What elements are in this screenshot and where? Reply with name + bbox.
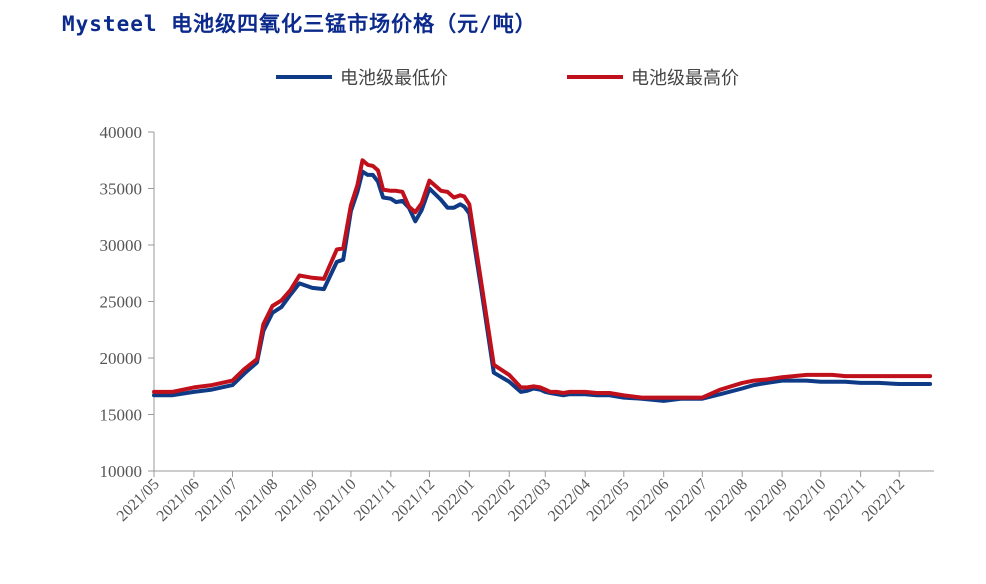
chart-title: Mysteel 电池级四氧化三锰市场价格（元/吨） [62, 12, 537, 36]
x-tick-label: 2022/12 [859, 476, 908, 525]
y-tick-label: 30000 [100, 236, 143, 255]
x-tick-label: 2022/04 [545, 476, 594, 525]
legend-label-max: 电池级最高价 [631, 68, 739, 89]
legend-swatch-min [276, 75, 332, 79]
chart-axes: 10000 15000 20000 25000 30000 35000 40000 2021/… [100, 123, 934, 525]
x-tick-label: 2022/06 [623, 476, 672, 525]
x-tick-label: 2022/07 [662, 476, 711, 525]
legend-label-min: 电池级最低价 [340, 68, 448, 89]
x-tick-label: 2021/07 [192, 476, 241, 525]
y-tick-label: 35000 [100, 180, 143, 199]
x-tick-label: 2021/06 [154, 476, 203, 525]
x-tick-label: 2022/05 [584, 476, 633, 525]
x-tick-label: 2021/12 [389, 476, 438, 525]
y-tick-label: 25000 [100, 293, 143, 312]
y-tick-label: 15000 [100, 406, 143, 425]
chart-series [152, 158, 933, 403]
chart-legend: 电池级最低价 电池级最高价 [0, 64, 986, 92]
y-tick-label: 20000 [100, 349, 143, 368]
legend-item-max: 电池级最高价 [567, 64, 739, 90]
x-tick-label: 2022/10 [780, 476, 829, 525]
x-tick-label: 2021/10 [311, 476, 360, 525]
y-tick-label: 10000 [100, 462, 143, 481]
x-tick-label: 2022/08 [702, 476, 751, 525]
x-tick-label: 2021/05 [114, 476, 163, 525]
x-tick-label: 2021/09 [272, 476, 321, 525]
x-tick-label: 2022/01 [429, 476, 478, 525]
legend-swatch-max [567, 75, 623, 79]
legend-item-min: 电池级最低价 [276, 64, 448, 90]
x-tick-label: 2021/08 [232, 476, 281, 525]
x-tick-label: 2022/09 [742, 476, 791, 525]
series-line-max [152, 158, 933, 400]
y-tick-label: 40000 [100, 123, 143, 142]
series-line-min [152, 169, 933, 403]
